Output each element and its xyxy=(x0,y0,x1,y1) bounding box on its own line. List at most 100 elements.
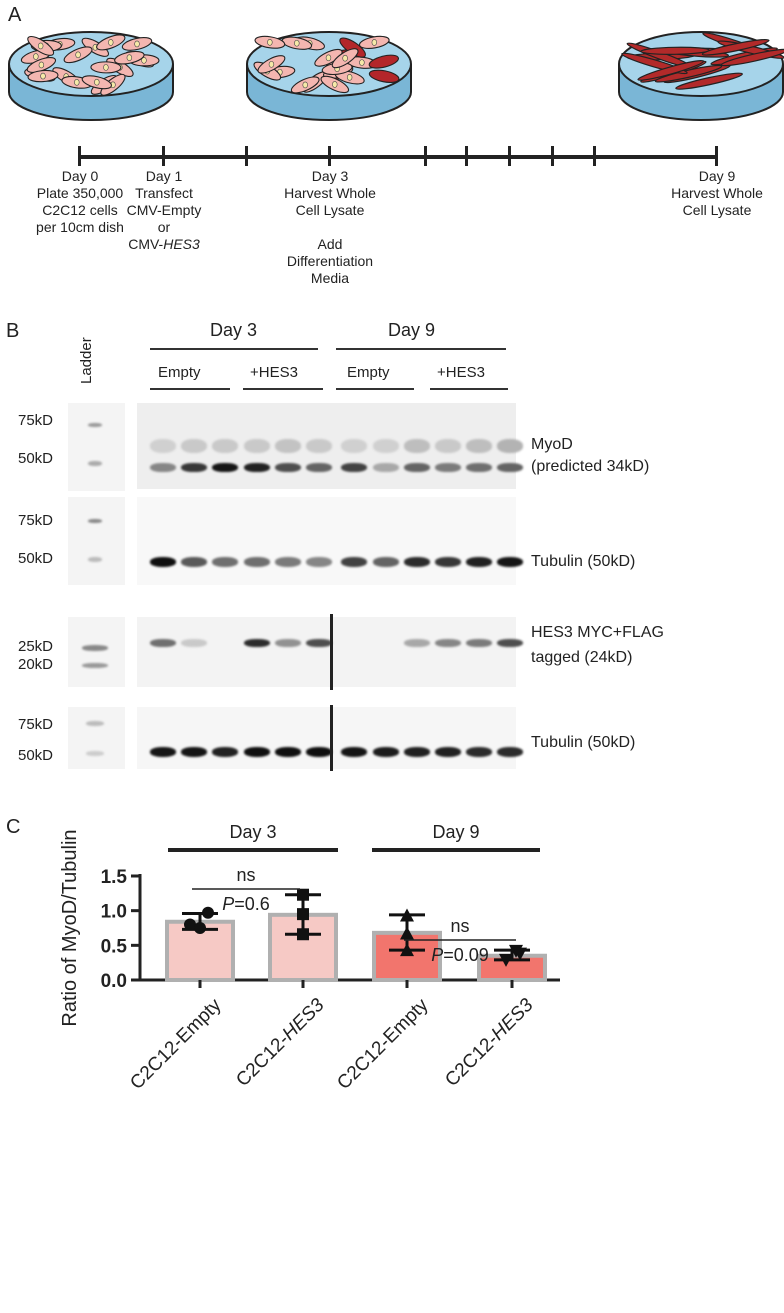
blot-band xyxy=(435,639,461,647)
blot-band xyxy=(275,747,301,757)
blot-band xyxy=(244,747,270,757)
timeline-tick xyxy=(508,146,511,166)
stat-ns-label: ns xyxy=(450,916,469,936)
y-tick-label: 1.0 xyxy=(101,902,127,923)
blot-band xyxy=(435,439,461,453)
blot-band xyxy=(404,463,430,472)
marker-75kd: 75kD xyxy=(18,512,54,529)
blot-band xyxy=(404,747,430,757)
data-point xyxy=(297,928,309,941)
culture-dish-day0 xyxy=(6,14,176,124)
marker-20kd: 20kD xyxy=(18,656,54,673)
timeline-label-day1: Day 1 Transfect CMV-Empty or CMV-HES3 xyxy=(126,168,202,252)
blot-band xyxy=(306,439,332,453)
empty-bracket xyxy=(150,388,230,390)
timeline-tick xyxy=(465,146,468,166)
blot-band xyxy=(404,439,430,453)
blot-band xyxy=(275,639,301,647)
blot-hes3 xyxy=(137,617,523,687)
blot-band xyxy=(181,557,207,567)
ladder-label: Ladder xyxy=(78,337,95,384)
blot-band xyxy=(404,557,430,567)
ladder-strip xyxy=(68,497,125,585)
timeline-tick xyxy=(162,146,165,166)
blot-band xyxy=(435,463,461,472)
blot-band xyxy=(435,747,461,757)
day3-bracket xyxy=(150,348,318,350)
blot-band xyxy=(306,747,332,757)
marker-25kd: 25kD xyxy=(18,638,54,655)
blot-band xyxy=(373,557,399,567)
x-tick-label: C2C12-Empty xyxy=(333,994,433,1094)
data-point xyxy=(509,944,523,958)
blot-hes3-label: +HES3 xyxy=(437,364,485,381)
data-point xyxy=(400,908,414,922)
blot-band xyxy=(275,439,301,453)
blot-band xyxy=(306,639,332,647)
blot-band xyxy=(244,439,270,453)
blot-band xyxy=(466,639,492,647)
bar xyxy=(165,919,235,983)
blot-band xyxy=(181,463,207,472)
blot-band xyxy=(150,747,176,757)
bar xyxy=(372,930,442,982)
data-point xyxy=(499,953,513,967)
blot-band xyxy=(150,463,176,472)
blot-band xyxy=(212,439,238,453)
blot-band xyxy=(497,639,523,647)
culture-dish-day3 xyxy=(244,14,414,124)
blot-band xyxy=(275,557,301,567)
data-point xyxy=(194,922,206,934)
data-point xyxy=(202,906,214,919)
timeline-tick xyxy=(593,146,596,166)
blot-band xyxy=(306,557,332,567)
panel-a-letter: A xyxy=(8,4,22,26)
blot-splice-line xyxy=(330,705,333,771)
blot-band xyxy=(341,747,367,757)
blot-day9-label: Day 9 xyxy=(388,320,436,340)
blot-band xyxy=(150,439,176,453)
ladder-strip xyxy=(68,403,125,491)
timeline-tick xyxy=(551,146,554,166)
blot-band xyxy=(497,747,523,757)
ladder-strip xyxy=(68,707,125,769)
blot-band xyxy=(466,463,492,472)
blot-band xyxy=(497,439,523,453)
x-tick-label: C2C12-Empty xyxy=(126,994,226,1094)
blot-day3-label: Day 3 xyxy=(210,320,258,340)
blot-band xyxy=(497,557,523,567)
blot-band xyxy=(435,557,461,567)
timeline-label-day9: Day 9 Harvest Whole Cell Lysate xyxy=(671,168,763,218)
blot-band xyxy=(212,557,238,567)
day9-bracket xyxy=(336,348,506,350)
y-tick-label: 0.0 xyxy=(101,971,127,992)
blot-band xyxy=(373,747,399,757)
blot-splice-line xyxy=(330,614,333,690)
marker-50kd: 50kD xyxy=(18,747,54,764)
x-tick-label: C2C12-HES3 xyxy=(441,994,538,1091)
myod-label: MyoD (predicted 34kD) xyxy=(531,436,650,475)
marker-75kd: 75kD xyxy=(18,716,54,733)
blot-empty-label: Empty xyxy=(158,364,201,381)
empty-bracket xyxy=(336,388,414,390)
blot-band xyxy=(466,557,492,567)
y-axis-label: Ratio of MyoD/Tubulin xyxy=(59,829,81,1026)
timeline-tick xyxy=(424,146,427,166)
timeline-label-day0: Day 0 Plate 350,000 C2C12 cells per 10cm… xyxy=(36,168,124,235)
blot-band xyxy=(244,463,270,472)
marker-75kd: 75kD xyxy=(18,412,54,429)
data-point xyxy=(184,918,196,931)
blot-empty-label: Empty xyxy=(347,364,390,381)
panel-b-letter: B xyxy=(6,320,20,342)
ladder-strip xyxy=(68,617,125,687)
stat-ns-label: ns xyxy=(236,865,255,885)
blot-band xyxy=(341,439,367,453)
blot-tubulin-2 xyxy=(137,707,523,769)
bar xyxy=(268,912,338,982)
blot-myod xyxy=(137,403,523,489)
blot-band xyxy=(181,639,207,647)
timeline-axis xyxy=(78,155,718,159)
blot-hes3-label: +HES3 xyxy=(250,364,298,381)
marker-50kd: 50kD xyxy=(18,550,54,567)
data-point xyxy=(297,908,309,921)
